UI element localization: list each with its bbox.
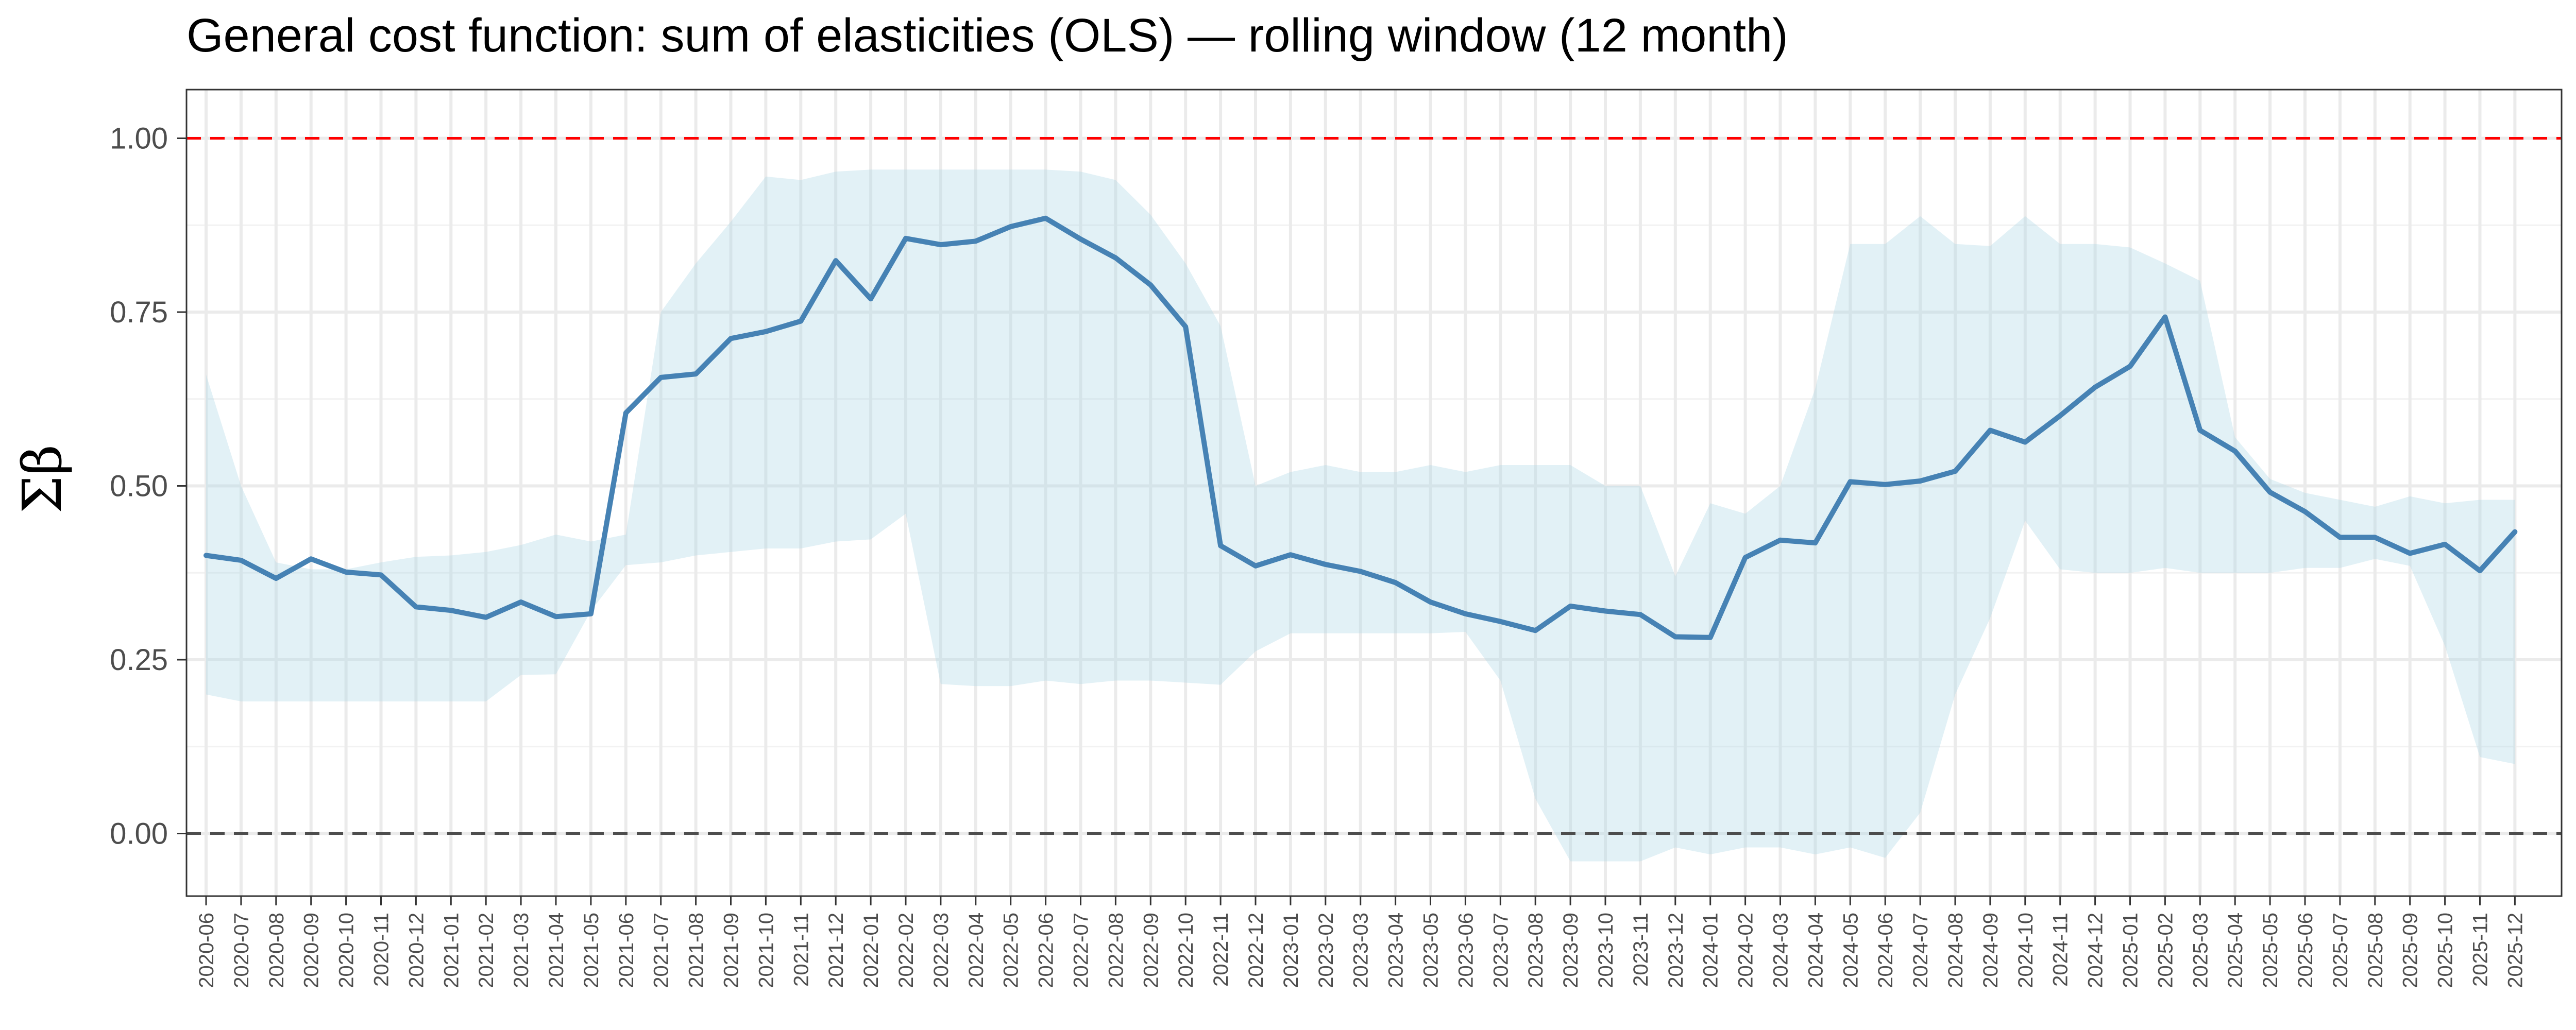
x-tick-label: 2024-12 [2084,913,2107,988]
x-tick-label: 2021-09 [720,913,743,988]
series-line [204,215,2518,640]
x-tick-label: 2024-04 [1804,913,1827,988]
x-tick-label: 2024-06 [1874,913,1897,988]
x-tick-label: 2025-11 [2469,913,2492,987]
x-tick-label: 2022-09 [1140,913,1162,988]
x-tick-label: 2025-12 [2504,913,2527,988]
x-axis: 2020-06 2020-07 2020-08 2020-09 2020-10 2020-… [195,896,2527,988]
x-tick-label: 2021-03 [510,913,533,988]
x-tick-label: 2023-06 [1454,913,1477,988]
x-tick-label: 2020-10 [335,913,358,988]
y-tick-label: 1.00 [110,122,168,156]
x-tick-label: 2024-07 [1909,913,1932,988]
x-tick-label: 2022-07 [1070,913,1093,988]
y-tick-label: 0.75 [110,296,168,329]
y-tick-label: 0.25 [110,643,168,677]
x-tick-label: 2021-07 [650,913,673,988]
y-tick-label: 0.00 [110,817,168,851]
x-tick-label: 2024-05 [1839,913,1862,988]
x-tick-label: 2023-07 [1489,913,1512,988]
x-tick-label: 2025-08 [2364,913,2387,988]
x-tick-label: 2021-02 [475,913,498,988]
x-tick-label: 2025-05 [2259,913,2282,988]
x-tick-label: 2022-11 [1210,913,1232,987]
x-tick-label: 2024-08 [1944,913,1967,988]
x-tick-label: 2025-10 [2434,913,2457,988]
x-tick-label: 2020-06 [195,913,218,988]
y-axis: 0.00 0.25 0.50 0.75 1.00 [110,122,187,851]
y-tick-label: 0.50 [110,470,168,503]
x-tick-label: 2025-07 [2329,913,2352,988]
x-tick-label: 2025-02 [2154,913,2177,988]
x-tick-label: 2021-08 [685,913,708,988]
grid-major [187,90,2562,896]
x-tick-label: 2024-02 [1735,913,1757,988]
x-tick-label: 2025-04 [2224,913,2247,988]
x-tick-label: 2020-11 [370,913,393,987]
x-tick-label: 2023-01 [1280,913,1302,988]
x-tick-label: 2023-12 [1665,913,1687,988]
plot-border [185,89,2563,897]
x-tick-label: 2021-10 [755,913,777,988]
x-tick-label: 2023-04 [1385,913,1408,988]
x-tick-label: 2024-10 [2014,913,2037,988]
x-tick-label: 2023-02 [1315,913,1337,988]
x-tick-label: 2020-08 [265,913,288,988]
x-tick-label: 2023-10 [1595,913,1617,988]
x-tick-label: 2020-09 [300,913,323,988]
x-tick-label: 2024-09 [1979,913,2002,988]
x-tick-label: 2025-01 [2120,913,2142,988]
x-tick-label: 2022-05 [1000,913,1023,988]
x-tick-label: 2021-06 [615,913,638,988]
x-tick-label: 2021-05 [580,913,603,988]
x-tick-label: 2023-05 [1420,913,1443,988]
x-tick-label: 2023-11 [1630,913,1652,987]
x-tick-label: 2023-03 [1350,913,1372,988]
x-tick-label: 2024-03 [1770,913,1792,988]
x-tick-label: 2025-06 [2294,913,2317,988]
x-tick-label: 2022-08 [1105,913,1127,988]
x-tick-label: 2023-08 [1524,913,1547,988]
x-tick-label: 2022-02 [895,913,918,988]
x-tick-label: 2025-09 [2399,913,2422,988]
y-axis-label: Σβ [11,444,74,513]
x-tick-label: 2021-01 [440,913,463,988]
x-tick-label: 2022-06 [1035,913,1058,988]
x-tick-label: 2021-04 [545,913,568,988]
x-tick-label: 2022-12 [1245,913,1267,988]
x-tick-label: 2024-11 [2049,913,2072,987]
x-tick-label: 2023-09 [1560,913,1582,988]
x-tick-label: 2022-04 [965,913,988,988]
x-tick-label: 2025-03 [2189,913,2212,988]
x-tick-label: 2022-10 [1175,913,1197,988]
x-tick-label: 2020-07 [230,913,253,988]
x-tick-label: 2021-12 [825,913,848,988]
x-tick-label: 2024-01 [1700,913,1722,988]
x-tick-label: 2020-12 [405,913,428,988]
confidence-ribbon [206,169,2515,862]
x-tick-label: 2022-01 [860,913,883,988]
x-tick-label: 2022-03 [930,913,953,988]
x-tick-label: 2021-11 [790,913,812,987]
chart-title: General cost function: sum of elasticiti… [187,9,1788,62]
